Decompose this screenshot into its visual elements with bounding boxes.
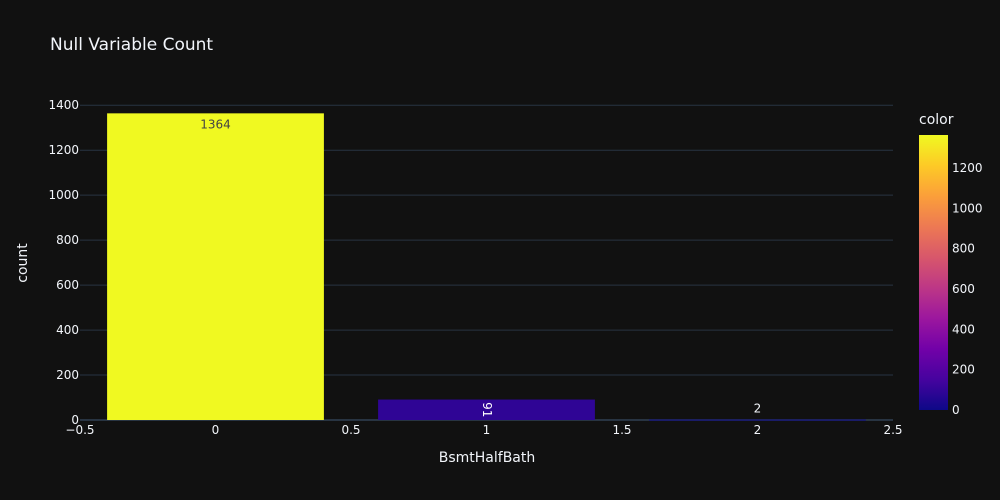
x-tick-label: 1 <box>483 423 491 437</box>
x-tick-label: 2.5 <box>883 423 902 437</box>
chart-title: Null Variable Count <box>50 35 213 55</box>
colorbar-tick-label: 200 <box>952 363 975 377</box>
y-tick-label: 1200 <box>48 143 79 157</box>
y-tick-label: 200 <box>56 368 79 382</box>
y-tick-label: 1400 <box>48 98 79 112</box>
bar[interactable] <box>649 419 866 421</box>
colorbar-tick-label: 600 <box>952 282 975 296</box>
y-tick-label: 400 <box>56 323 79 337</box>
colorbar-tick-label: 400 <box>952 322 975 336</box>
x-tick-label: 1.5 <box>612 423 631 437</box>
y-tick-label: 600 <box>56 278 79 292</box>
y-tick-label: 1000 <box>48 188 79 202</box>
bar-data-label: 1364 <box>200 117 231 131</box>
y-tick-label: 800 <box>56 233 79 247</box>
bar-data-label: 91 <box>480 402 494 417</box>
y-tick-labels: 0 200 400 600 800 1000 1200 1400 <box>48 98 79 427</box>
colorbar: color 0 200 400 600 800 1000 1200 <box>919 112 983 417</box>
colorbar-title: color <box>919 112 954 128</box>
x-tick-label: 0 <box>212 423 220 437</box>
colorbar-tick-label: 1200 <box>952 161 983 175</box>
bar-layer: 1364 91 2 <box>107 113 866 421</box>
y-axis-title: count <box>15 243 31 283</box>
colorbar-tick-label: 800 <box>952 242 975 256</box>
x-tick-label: −0.5 <box>65 423 94 437</box>
x-tick-label: 2 <box>754 423 762 437</box>
x-axis-title: BsmtHalfBath <box>439 450 536 466</box>
colorbar-tick-label: 0 <box>952 403 960 417</box>
bar-data-label: 2 <box>754 402 762 416</box>
y-tick-label: 0 <box>71 413 79 427</box>
bar[interactable] <box>107 113 324 420</box>
x-tick-labels: −0.5 0 0.5 1 1.5 2 2.5 <box>65 423 902 437</box>
colorbar-tick-label: 1000 <box>952 201 983 215</box>
x-tick-label: 0.5 <box>341 423 360 437</box>
colorbar-tick-labels: 0 200 400 600 800 1000 1200 <box>952 161 983 417</box>
bar[interactable] <box>378 399 595 420</box>
colorbar-gradient <box>919 135 948 410</box>
